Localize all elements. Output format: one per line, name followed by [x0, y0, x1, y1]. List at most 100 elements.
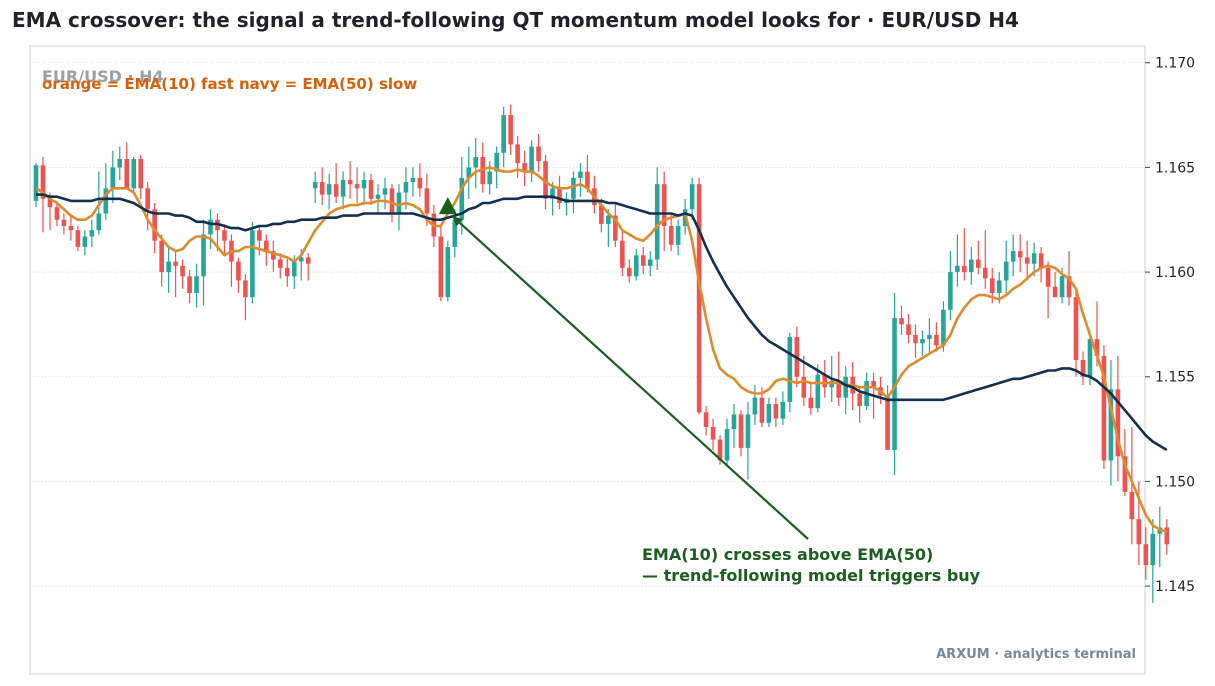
y-axis-ticks: 1.145 1.150 1.155 1.160 1.165 1.170 [1145, 56, 1195, 595]
legend-text: orange = EMA(10) fast navy = EMA(50) slo… [42, 75, 417, 93]
candle-body-down [661, 184, 667, 227]
candle-body-down [1122, 456, 1128, 492]
candle-body-down [1129, 491, 1135, 520]
y-tick-label: 1.165 [1155, 160, 1195, 176]
candle-body-down [75, 230, 81, 247]
candle-body-up [452, 219, 458, 247]
candle-body-down [934, 334, 939, 346]
candle-body-down [599, 205, 604, 224]
candle-body-up [941, 309, 946, 346]
symbol-label: EUR/USD · H4 [42, 67, 164, 86]
candle-body-up [166, 261, 171, 273]
candle-body-down [976, 259, 981, 268]
candle-body-down [124, 159, 130, 189]
candle-body-up [731, 414, 737, 430]
ema-fast-line [35, 166, 1168, 533]
annotation-line-1: EMA(10) crosses above EMA(50) [642, 545, 933, 564]
candle-body-up [948, 272, 953, 310]
candle-body-down [696, 184, 702, 413]
candle-body-down [1136, 519, 1142, 545]
candle-body-up [689, 184, 695, 210]
candle-body-up [194, 276, 199, 294]
candle-body-up [780, 401, 786, 419]
candle-body-up [96, 213, 102, 231]
candle-body-up [89, 230, 95, 237]
candle-body-down [982, 267, 988, 279]
candle-body-up [766, 403, 772, 423]
candle-body-down [962, 265, 967, 273]
candle-body-down [1024, 257, 1030, 264]
page-title: EMA crossover: the signal a trend-follow… [12, 8, 1019, 32]
candle-body-down [264, 240, 269, 252]
candle-body-down [257, 230, 262, 241]
candle-body-down [515, 144, 520, 164]
candle-body-down [522, 163, 527, 172]
candle-body-down [543, 161, 548, 199]
y-tick-label: 1.155 [1155, 370, 1195, 386]
candle-body-up [892, 318, 897, 451]
candle-body-down [1143, 544, 1149, 566]
candle-body-up [1150, 533, 1156, 566]
y-tick-label: 1.160 [1155, 265, 1195, 281]
candle-body-up [787, 336, 793, 402]
candle-body-down [759, 397, 765, 423]
candle-body-down [354, 184, 360, 189]
candle-body-up [752, 397, 758, 415]
candle-body-down [68, 226, 74, 231]
candle-body-down [1045, 267, 1051, 287]
candle-body-up [117, 159, 123, 168]
candle-body-up [487, 171, 492, 185]
candle-body-down [703, 412, 709, 427]
candle-body-down [899, 318, 904, 325]
candle-body-down [389, 188, 395, 214]
candle-body-down [1073, 297, 1079, 360]
candle-body-up [403, 182, 409, 193]
candle-body-down [47, 198, 53, 208]
candle-body-up [647, 259, 653, 266]
annotation-line-2: — trend-following model triggers buy [642, 566, 981, 585]
candle-body-up [578, 171, 583, 178]
candle-body-up [312, 182, 318, 189]
candle-body-down [271, 251, 276, 260]
candle-body-up [473, 156, 479, 168]
candle-body-up [110, 167, 116, 189]
candle-body-up [375, 194, 381, 199]
candle-body-down [717, 439, 723, 461]
candle-body-up [208, 219, 213, 235]
candle-body-up [1031, 253, 1037, 264]
candle-body-up [996, 280, 1002, 294]
y-tick-label: 1.170 [1155, 56, 1195, 72]
candle-body-up [298, 257, 304, 262]
candle-body-up [606, 215, 611, 224]
candle-body-down [508, 115, 513, 145]
candle-body-up [201, 234, 206, 277]
candle-body-down [627, 267, 632, 277]
candle-body-up [131, 159, 137, 189]
candles [33, 104, 1170, 603]
candle-body-up [382, 188, 388, 195]
candle-body-down [424, 188, 430, 214]
candle-body-down [152, 209, 157, 241]
candle-body-down [1052, 286, 1058, 298]
candle-body-down [243, 280, 248, 298]
candle-body-up [396, 192, 402, 214]
candle-body-down [1017, 251, 1023, 258]
candle-body-down [1038, 253, 1044, 268]
candle-body-up [250, 230, 255, 298]
candle-body-down [138, 159, 143, 189]
candle-body-up [494, 152, 499, 172]
ema-slow-line [36, 193, 1168, 452]
candle-body-up [33, 165, 39, 201]
candle-body-down [236, 261, 241, 281]
candle-body-up [1087, 339, 1093, 377]
candle-body-down [159, 240, 164, 273]
candle-body-up [1010, 251, 1016, 262]
candle-body-down [173, 261, 178, 266]
plot-area [29, 45, 1146, 675]
candle-body-up [745, 414, 751, 448]
candle-body-down [1066, 276, 1072, 298]
y-tick-label: 1.150 [1155, 474, 1195, 490]
watermark: ARXUM · analytics terminal [936, 647, 1136, 662]
candle-body-up [466, 167, 472, 178]
